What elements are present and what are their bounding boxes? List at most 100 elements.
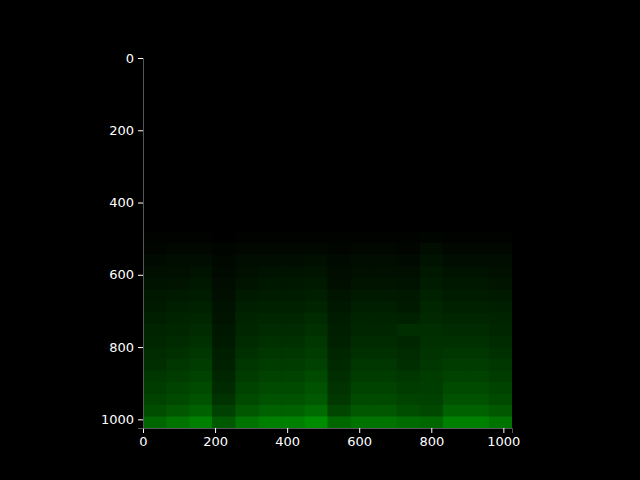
cell [420, 81, 444, 93]
cell [281, 139, 305, 151]
cell [143, 197, 167, 209]
cell [304, 151, 328, 163]
cell [166, 359, 190, 371]
cell [166, 370, 190, 382]
cell [397, 197, 421, 209]
tick: 1000 [487, 428, 520, 449]
cell [328, 312, 352, 324]
cell [328, 139, 352, 151]
cell [212, 359, 236, 371]
cell [166, 312, 190, 324]
cell [466, 347, 490, 359]
cell [304, 255, 328, 267]
cell [443, 197, 467, 209]
cell [328, 93, 352, 105]
cell [489, 243, 512, 255]
cell [304, 231, 328, 243]
cell [466, 151, 490, 163]
cell [397, 347, 421, 359]
cell [166, 393, 190, 405]
cell [189, 93, 213, 105]
cell [235, 278, 259, 290]
cell [443, 416, 467, 428]
cell [443, 174, 467, 186]
cell [189, 336, 213, 348]
tick-mark [431, 428, 432, 433]
cell [258, 151, 282, 163]
cell [466, 93, 490, 105]
cell [258, 70, 282, 82]
cell [328, 393, 352, 405]
cell [489, 324, 512, 336]
cell [466, 116, 490, 128]
y-axis: 02004006008001000 [101, 51, 144, 429]
cell [189, 359, 213, 371]
cell [374, 70, 398, 82]
cell [489, 312, 512, 324]
cell [328, 347, 352, 359]
cell [235, 116, 259, 128]
cell [374, 243, 398, 255]
tick-mark [138, 275, 143, 276]
cell [374, 324, 398, 336]
cell [258, 174, 282, 186]
cell [374, 405, 398, 417]
cell [351, 359, 375, 371]
cell [212, 347, 236, 359]
cell [189, 278, 213, 290]
tick-mark [138, 419, 143, 420]
cell [351, 174, 375, 186]
cell [212, 139, 236, 151]
cell [189, 185, 213, 197]
cell [212, 393, 236, 405]
cell [328, 289, 352, 301]
tick-mark [359, 428, 360, 433]
cell [420, 370, 444, 382]
cell [489, 104, 512, 116]
cell [420, 266, 444, 278]
cell [443, 289, 467, 301]
cell [443, 393, 467, 405]
cell [258, 312, 282, 324]
cell [397, 266, 421, 278]
tick: 0 [139, 428, 147, 449]
cell [143, 336, 167, 348]
cell [235, 70, 259, 82]
cell [258, 162, 282, 174]
cell [258, 301, 282, 313]
tick-label: 1000 [101, 412, 134, 427]
cell [466, 301, 490, 313]
cell [420, 151, 444, 163]
cell [397, 336, 421, 348]
cell [374, 347, 398, 359]
cell [328, 416, 352, 428]
cell [466, 139, 490, 151]
cell [235, 93, 259, 105]
cell [258, 255, 282, 267]
cell [328, 116, 352, 128]
cell [304, 416, 328, 428]
cell [143, 266, 167, 278]
cell [235, 301, 259, 313]
cell [212, 289, 236, 301]
cell [235, 243, 259, 255]
cell [189, 301, 213, 313]
cell [212, 70, 236, 82]
cell [281, 231, 305, 243]
cell [351, 324, 375, 336]
cell [281, 255, 305, 267]
cell [212, 208, 236, 220]
cell [235, 139, 259, 151]
tick-mark [138, 130, 143, 131]
cell [189, 255, 213, 267]
cell [212, 312, 236, 324]
cell [397, 405, 421, 417]
cell [489, 289, 512, 301]
cell [258, 393, 282, 405]
cell [420, 301, 444, 313]
cell [420, 139, 444, 151]
cell [397, 231, 421, 243]
cell [143, 185, 167, 197]
cell [328, 208, 352, 220]
cell [443, 243, 467, 255]
